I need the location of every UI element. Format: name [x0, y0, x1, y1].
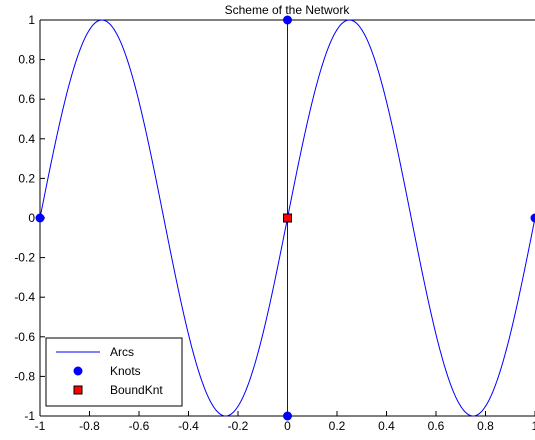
x-tick-label: 0.6 — [428, 419, 445, 433]
y-tick-label: -1 — [24, 409, 35, 423]
legend-label: BoundKnt — [110, 383, 163, 397]
legend: Arcs Knots BoundKnt — [45, 337, 183, 407]
legend-swatch-square — [73, 385, 83, 395]
chart-title: Scheme of the Network — [225, 3, 351, 17]
knot-marker — [530, 213, 535, 223]
x-tick-label: -0.4 — [178, 419, 199, 433]
legend-box — [45, 337, 183, 407]
x-tick-label: -0.8 — [79, 419, 100, 433]
legend-label: Arcs — [110, 345, 134, 359]
y-tick-label: -0.2 — [14, 251, 35, 265]
knot-marker — [35, 213, 45, 223]
x-tick-label: 0 — [284, 419, 291, 433]
x-tick-label: 0.2 — [329, 419, 346, 433]
y-tick-label: 0.4 — [18, 132, 35, 146]
y-tick-label: 0.8 — [18, 53, 35, 67]
y-tick-label: -0.6 — [14, 330, 35, 344]
knot-marker — [283, 15, 292, 25]
boundknot-marker — [283, 213, 292, 223]
y-tick-label: 0.6 — [18, 92, 35, 106]
legend-label: Knots — [110, 364, 141, 378]
x-tick-label: -0.2 — [228, 419, 249, 433]
x-tick-label: 0.4 — [378, 419, 395, 433]
legend-swatch-circle — [73, 366, 83, 376]
x-tick-label: -0.6 — [129, 419, 150, 433]
y-tick-label: 0 — [28, 211, 35, 225]
x-tick-label: 0.8 — [477, 419, 494, 433]
y-tick-label: -0.8 — [14, 369, 35, 383]
plot-area: -1 -0.8 -0.6 -0.4 -0.2 0 0.2 0.4 0.6 0.8 1 -1 -0.8 -0… — [14, 13, 535, 433]
x-tick-label: -1 — [35, 419, 46, 433]
y-tick-label: -0.4 — [14, 290, 35, 304]
knot-marker — [283, 411, 292, 421]
y-tick-label: 1 — [28, 13, 35, 27]
y-tick-label: 0.2 — [18, 171, 35, 185]
x-tick-label: 1 — [532, 419, 535, 433]
